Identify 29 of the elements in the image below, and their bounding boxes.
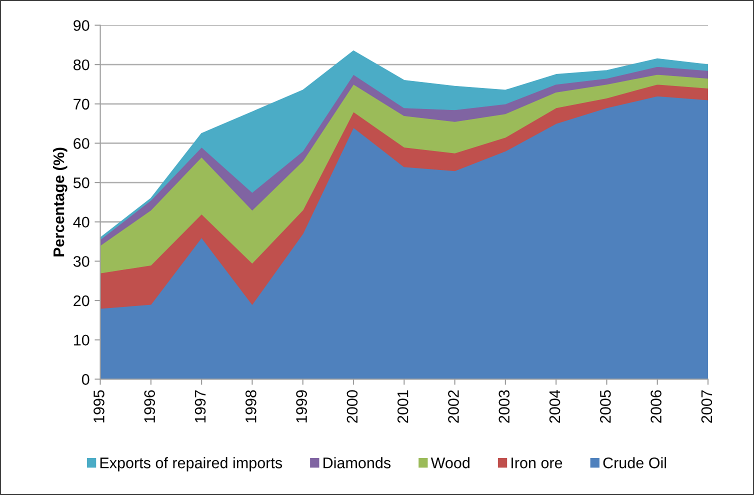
y-tick-label: 40 [73, 216, 90, 228]
y-tick-label: 20 [74, 295, 90, 306]
x-tick-label: 2005 [600, 390, 611, 423]
y-tick-label: 50 [73, 177, 90, 188]
x-tick-label: 1997 [194, 390, 206, 422]
y-tick-label: 90 [74, 20, 90, 31]
legend-label: Wood [430, 457, 470, 468]
y-axis-title: Percentage (%) [53, 148, 68, 256]
x-tick-label: 1996 [144, 390, 156, 422]
y-tick-label: 70 [74, 98, 90, 110]
x-tick-label: 2003 [498, 390, 510, 423]
legend-label: Diamonds [324, 457, 391, 468]
x-tick-label: 1998 [245, 390, 256, 422]
x-tick-label: 1995 [94, 390, 104, 422]
legend-label: Crude Oil [603, 457, 666, 468]
x-tick-label: 2004 [549, 390, 560, 423]
y-tick-label: 80 [74, 59, 90, 70]
x-tick-label: 2001 [397, 390, 408, 423]
y-tick-label: 0 [82, 374, 90, 385]
y-tick-label: 10 [74, 334, 90, 346]
x-tick-label: 2006 [650, 390, 662, 423]
x-tick-label: 2000 [346, 390, 358, 423]
legend-label: Exports of repaired imports [100, 457, 282, 472]
y-tick-label: 60 [74, 138, 90, 149]
x-tick-label: 1999 [296, 390, 307, 422]
x-tick-label: 2007 [701, 390, 712, 423]
y-tick-label: 30 [73, 256, 90, 267]
legend-label: Iron ore [512, 458, 562, 468]
x-tick-label: 2002 [448, 390, 459, 423]
